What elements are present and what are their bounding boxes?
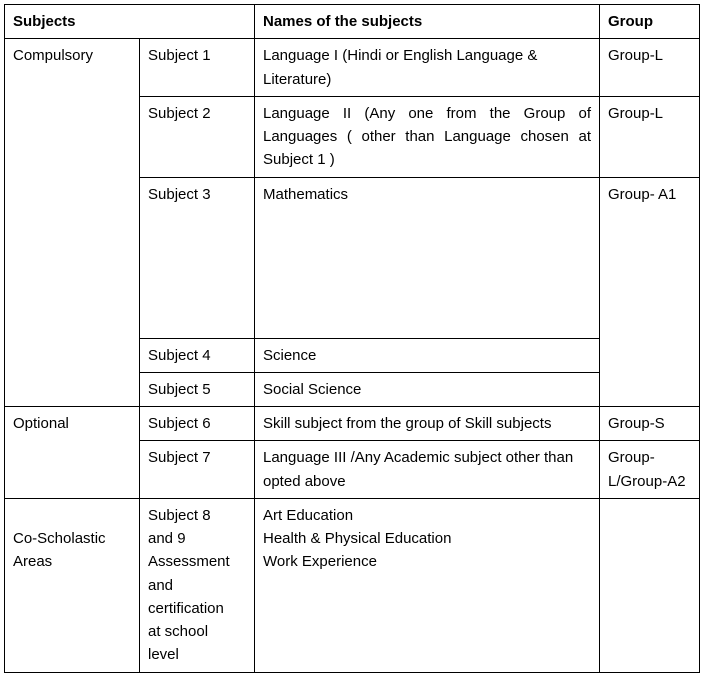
- subject-name: Mathematics: [255, 177, 600, 338]
- subject-name: Art Education Health & Physical Educatio…: [255, 498, 600, 672]
- subject-group: Group-L/Group-A2: [600, 441, 700, 499]
- header-group: Group: [600, 5, 700, 39]
- subject-number: Subject 1: [140, 39, 255, 97]
- subject-number: Subject 8 and 9 Assessment and certifica…: [140, 498, 255, 672]
- table-row: Compulsory Subject 1 Language I (Hindi o…: [5, 39, 700, 97]
- subject-name: Language III /Any Academic subject other…: [255, 441, 600, 499]
- subject-number: Subject 4: [140, 338, 255, 372]
- subject-number: Subject 6: [140, 407, 255, 441]
- header-names: Names of the subjects: [255, 5, 600, 39]
- category-optional: Optional: [5, 407, 140, 499]
- subject-group: Group-L: [600, 39, 700, 97]
- table-row: Co-Scholastic Areas Subject 8 and 9 Asse…: [5, 498, 700, 672]
- subject-name: Skill subject from the group of Skill su…: [255, 407, 600, 441]
- subject-group: Group- A1: [600, 177, 700, 407]
- subject-group: Group-L: [600, 96, 700, 177]
- subject-number: Subject 3: [140, 177, 255, 338]
- table-header-row: Subjects Names of the subjects Group: [5, 5, 700, 39]
- subject-group: Group-S: [600, 407, 700, 441]
- header-subjects: Subjects: [5, 5, 255, 39]
- subject-number: Subject 2: [140, 96, 255, 177]
- subjects-table: Subjects Names of the subjects Group Com…: [4, 4, 700, 673]
- subject-name: Language I (Hindi or English Language & …: [255, 39, 600, 97]
- category-compulsory: Compulsory: [5, 39, 140, 407]
- category-coscholastic: Co-Scholastic Areas: [5, 498, 140, 672]
- subject-number: Subject 7: [140, 441, 255, 499]
- subject-name: Science: [255, 338, 600, 372]
- subject-name: Social Science: [255, 372, 600, 406]
- table-row: Optional Subject 6 Skill subject from th…: [5, 407, 700, 441]
- subject-name: Language II (Any one from the Group of L…: [255, 96, 600, 177]
- subject-number: Subject 5: [140, 372, 255, 406]
- subject-group: [600, 498, 700, 672]
